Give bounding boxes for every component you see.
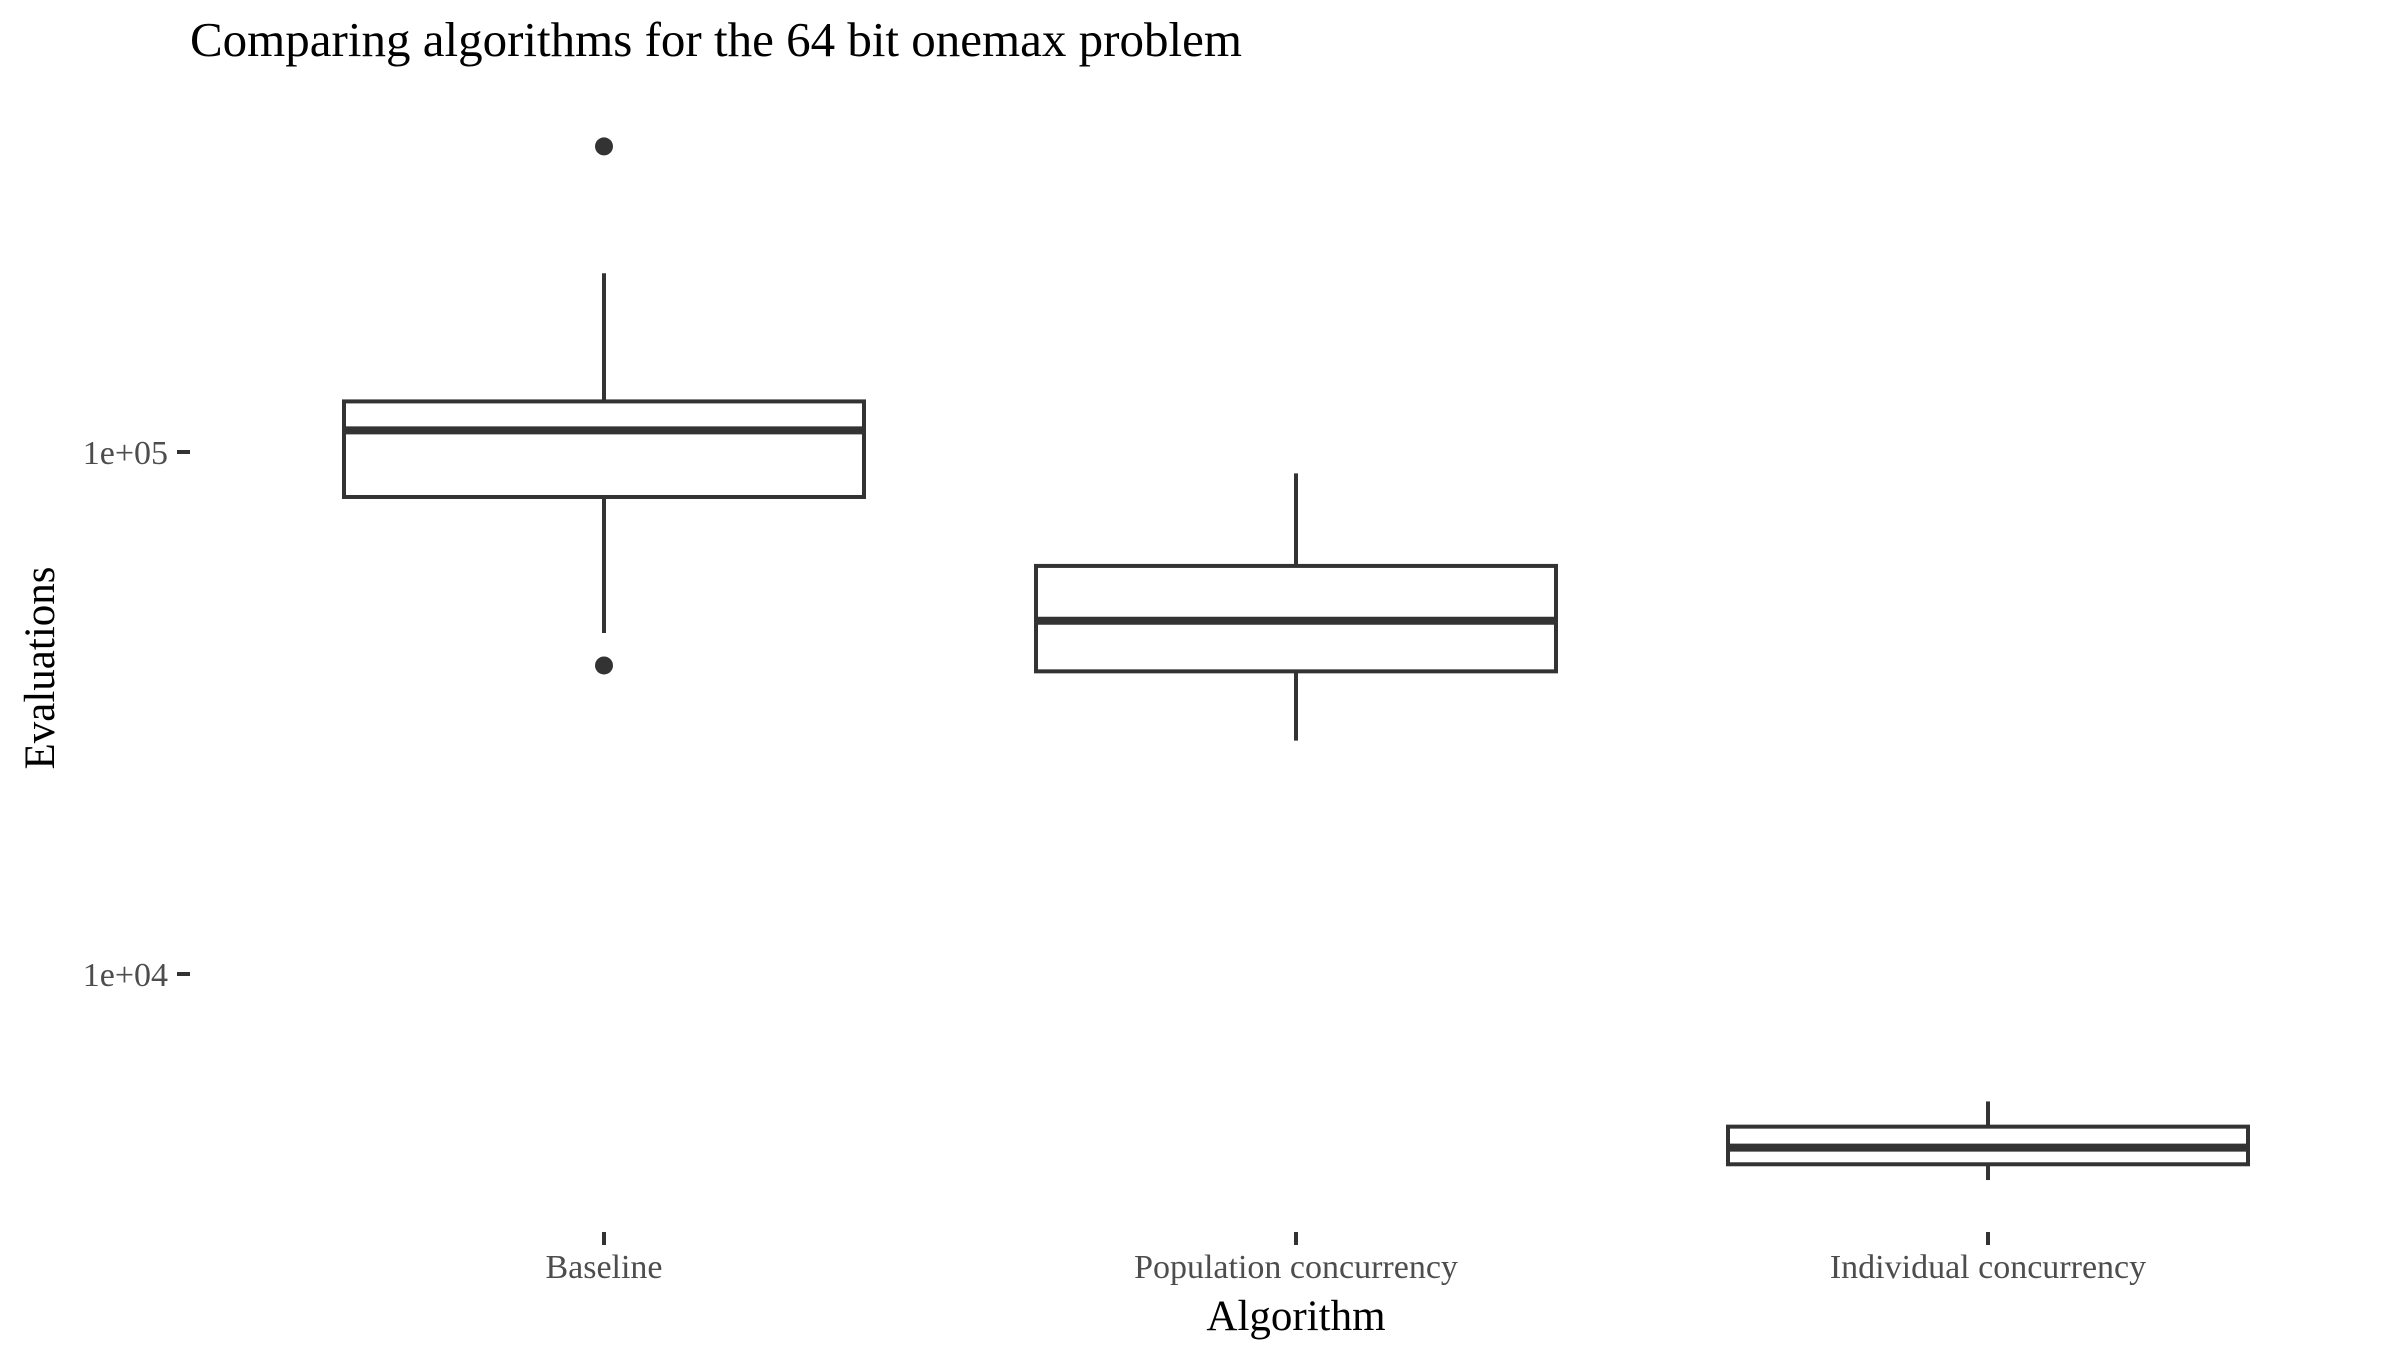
outlier-point [595, 656, 613, 675]
x-tick-label: Individual concurrency [1830, 1249, 2146, 1286]
x-tick-label: Baseline [545, 1249, 662, 1286]
y-axis-title: Evaluations [17, 566, 64, 769]
box [342, 399, 866, 499]
plot-area: 1e+04 1e+05 Baseline Population concurrency… [83, 137, 2250, 1286]
x-axis-title: Algorithm [1206, 1293, 1385, 1340]
y-tick-label: 1e+04 [83, 957, 168, 994]
x-tick-label: Population concurrency [1134, 1249, 1458, 1286]
outlier-point [595, 137, 613, 156]
y-tick-label: 1e+05 [83, 435, 168, 472]
chart-title: Comparing algorithms for the 64 bit onem… [190, 12, 1242, 67]
